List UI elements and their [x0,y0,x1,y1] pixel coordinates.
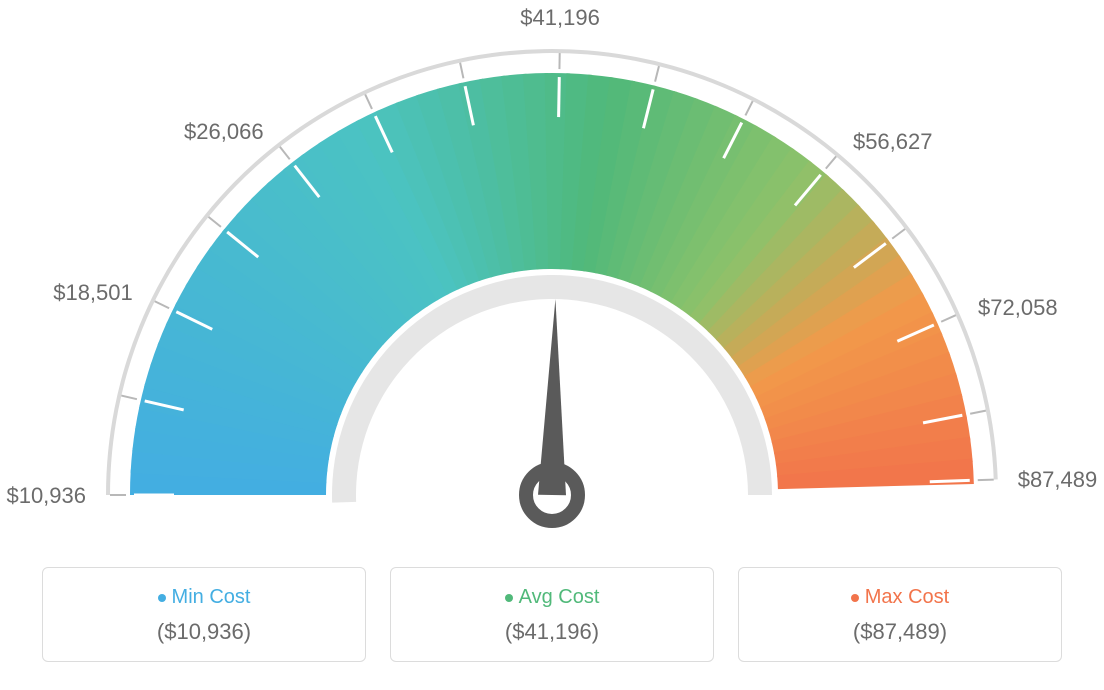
gauge-outer-tick [121,396,137,400]
gauge-tick-label: $10,936 [6,483,86,509]
cost-gauge-chart: $10,936 $18,501 $26,066 $41,196 $56,627 $72,0… [0,0,1104,690]
legend-title-min: Min Cost [55,586,353,609]
legend-title-min-text: Min Cost [172,586,251,608]
gauge-tick-label: $41,196 [520,5,600,31]
legend-dot-min [158,594,166,602]
gauge-outer-tick [155,301,169,308]
gauge-outer-tick [892,229,905,239]
legend-card-min: Min Cost ($10,936) [42,567,366,662]
gauge-outer-tick [460,63,463,79]
legend-value-min: ($10,936) [55,619,353,645]
legend-row: Min Cost ($10,936) Avg Cost ($41,196) Ma… [42,567,1062,662]
gauge-tick [930,480,970,481]
legend-dot-avg [505,594,513,602]
gauge-tick-label: $72,058 [978,295,1058,321]
gauge-outer-tick [365,94,372,109]
gauge-outer-tick [941,315,956,322]
legend-value-max: ($87,489) [751,619,1049,645]
gauge-tick-label: $26,066 [184,119,264,145]
legend-title-max-text: Max Cost [865,586,949,608]
gauge-outer-tick [655,66,659,82]
legend-card-avg: Avg Cost ($41,196) [390,567,714,662]
gauge-outer-tick [280,147,290,160]
legend-dot-max [851,594,859,602]
gauge-tick-label: $87,489 [1018,467,1098,493]
legend-title-avg: Avg Cost [403,586,701,609]
gauge-outer-tick [826,156,836,168]
legend-title-max: Max Cost [751,586,1049,609]
gauge-tick-label: $56,627 [853,129,933,155]
legend-value-avg: ($41,196) [403,619,701,645]
gauge-tick [559,77,560,117]
gauge-outer-tick [978,480,994,481]
gauge-outer-tick [970,411,986,414]
gauge-tick-label: $18,501 [53,280,133,306]
gauge-area: $10,936 $18,501 $26,066 $41,196 $56,627 $72,0… [0,0,1104,555]
legend-card-max: Max Cost ($87,489) [738,567,1062,662]
gauge-svg [0,0,1104,555]
gauge-outer-tick [209,217,221,227]
gauge-outer-tick [745,101,752,115]
legend-title-avg-text: Avg Cost [519,586,600,608]
